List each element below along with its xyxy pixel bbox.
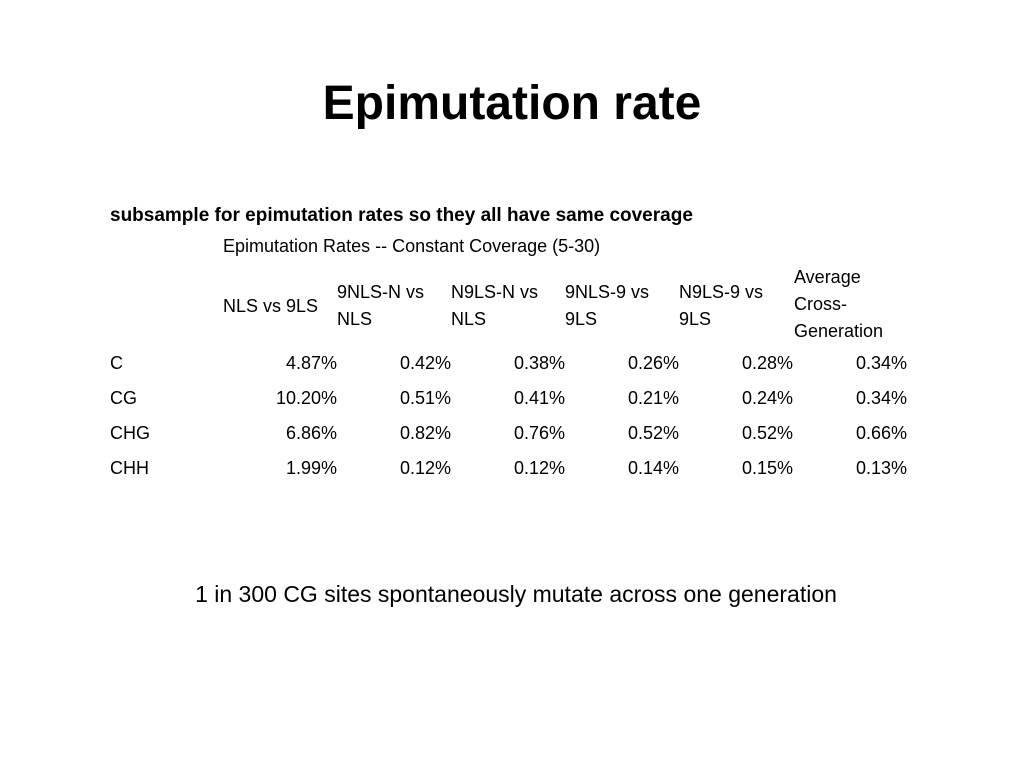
table-cell: 0.38% xyxy=(513,353,565,373)
column-header-9nls-n-vs-nls: 9NLS-N vs NLS xyxy=(337,282,425,329)
column-header-n9ls-n-vs-nls: N9LS-N vs NLS xyxy=(451,282,539,329)
table-cell: 0.28% xyxy=(741,353,793,373)
table-cell: 0.76% xyxy=(513,423,565,443)
table-cell: 0.12% xyxy=(513,458,565,478)
column-header-nls-vs-9ls: NLS vs 9LS xyxy=(223,296,319,316)
table-cell: 0.66% xyxy=(855,423,907,443)
table-cell: 0.21% xyxy=(627,388,679,408)
table-cell: 0.24% xyxy=(741,388,793,408)
table-cell: 0.34% xyxy=(855,353,907,373)
table-cell: 10.20% xyxy=(275,388,337,408)
column-header-n9ls-9-vs-9ls: N9LS-9 vs 9LS xyxy=(679,282,764,329)
row-label-c: C xyxy=(110,353,123,373)
table-cell: 4.87% xyxy=(285,353,337,373)
slide-title: Epimutation rate xyxy=(322,77,702,130)
table-cell: 0.52% xyxy=(741,423,793,443)
table-cell: 0.82% xyxy=(399,423,451,443)
table-cell: 0.26% xyxy=(627,353,679,373)
row-label-chg: CHG xyxy=(110,423,150,443)
table-cell: 1.99% xyxy=(285,458,337,478)
footer-note: 1 in 300 CG sites spontaneously mutate a… xyxy=(195,581,837,607)
table-heading: subsample for epimutation rates so they … xyxy=(110,205,693,226)
table-cell: 0.14% xyxy=(627,458,679,478)
column-header-9nls-9-vs-9ls: 9NLS-9 vs 9LS xyxy=(565,282,650,329)
table-cell: 0.15% xyxy=(741,458,793,478)
table-cell: 0.42% xyxy=(399,353,451,373)
column-header-average-cross-generation: Average Cross- Generation xyxy=(794,267,884,341)
table-cell: 0.34% xyxy=(855,388,907,408)
row-label-chh: CHH xyxy=(110,458,149,478)
table-cell: 0.41% xyxy=(513,388,565,408)
table-cell: 0.12% xyxy=(399,458,451,478)
table-cell: 0.13% xyxy=(855,458,907,478)
table-subheading: Epimutation Rates -- Constant Coverage (… xyxy=(223,236,601,256)
table-cell: 0.52% xyxy=(627,423,679,443)
table-cell: 0.51% xyxy=(399,388,451,408)
row-label-cg: CG xyxy=(110,388,137,408)
table-cell: 6.86% xyxy=(285,423,337,443)
